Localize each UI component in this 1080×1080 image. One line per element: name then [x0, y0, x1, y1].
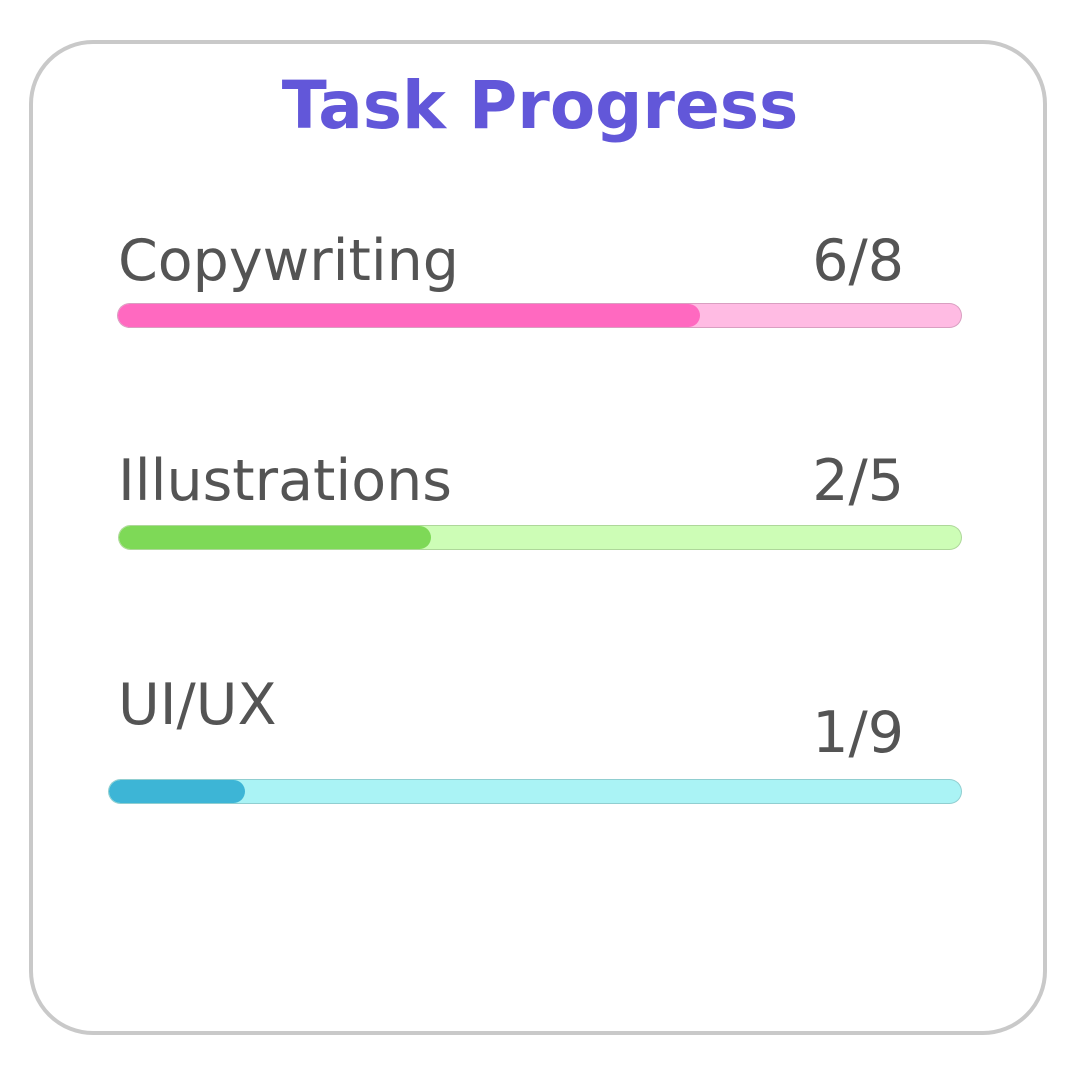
widget-title: Task Progress — [281, 67, 799, 144]
task-count: 6/8 — [812, 228, 904, 294]
progress-bar — [117, 303, 962, 328]
progress-fill — [109, 780, 246, 803]
task-count: 2/5 — [812, 448, 904, 514]
task-count: 1/9 — [812, 700, 904, 766]
progress-fill — [119, 526, 431, 549]
task-label: Copywriting — [118, 228, 459, 294]
progress-bar — [118, 525, 962, 550]
progress-fill — [118, 304, 700, 327]
task-label: UI/UX — [118, 672, 277, 738]
progress-bar — [108, 779, 962, 804]
task-label: Illustrations — [118, 448, 452, 514]
